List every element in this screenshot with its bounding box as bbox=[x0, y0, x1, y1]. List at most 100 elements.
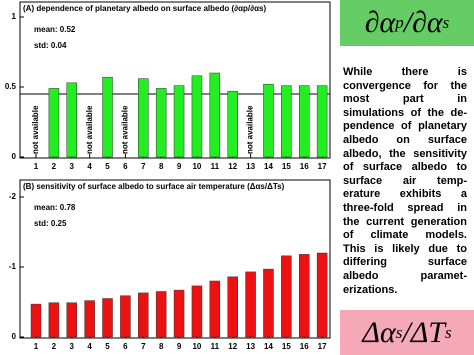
x-tick-label: 12 bbox=[228, 162, 237, 171]
annotation: mean: 0.52 bbox=[34, 25, 76, 34]
bar bbox=[209, 280, 221, 338]
bar bbox=[102, 76, 113, 158]
text-line: convergence for the bbox=[343, 79, 467, 92]
x-tick-label: 13 bbox=[246, 162, 255, 171]
x-tick-label: 4 bbox=[87, 162, 92, 171]
bar bbox=[84, 300, 95, 338]
x-tick-label: 2 bbox=[52, 162, 57, 171]
x-tick-label: 9 bbox=[177, 162, 182, 171]
bar bbox=[102, 298, 113, 338]
bar bbox=[155, 291, 167, 338]
x-tick-label: 3 bbox=[70, 342, 75, 351]
bar bbox=[155, 88, 167, 158]
formula-part: Δα bbox=[362, 315, 396, 349]
bar bbox=[48, 88, 60, 158]
x-tick-label: 16 bbox=[300, 342, 309, 351]
x-tick-label: 16 bbox=[300, 162, 309, 171]
x-tick-label: 15 bbox=[282, 162, 291, 171]
text-line: three-fold spread in bbox=[343, 201, 467, 214]
text-line: differing surface bbox=[343, 256, 467, 269]
text-line: pendence of planetary bbox=[343, 120, 467, 133]
x-tick-label: 6 bbox=[123, 162, 128, 171]
bar bbox=[263, 268, 274, 338]
x-tick-label: 11 bbox=[211, 162, 220, 171]
y-tick-label: -2 bbox=[9, 192, 17, 201]
chart-title: (B) sensitivity of surface albedo to sur… bbox=[23, 182, 285, 191]
side-text: While there is convergence for the most pa… bbox=[343, 66, 467, 297]
charts: (A) dependence of planetary albedo on su… bbox=[5, 1, 331, 351]
x-tick-label: 5 bbox=[105, 342, 110, 351]
text-line: surface air temp- bbox=[343, 174, 467, 187]
bar bbox=[316, 85, 328, 158]
x-tick-label: 14 bbox=[264, 162, 273, 171]
bar bbox=[281, 85, 292, 158]
x-tick-label: 1 bbox=[34, 342, 39, 351]
bar bbox=[66, 82, 78, 158]
x-tick-label: 12 bbox=[228, 342, 237, 351]
text-line: simulations of the de- bbox=[343, 106, 467, 119]
text-line: of climate models. bbox=[343, 229, 467, 242]
x-tick-label: 5 bbox=[105, 162, 110, 171]
bar bbox=[298, 254, 310, 338]
text-line: most part in bbox=[343, 93, 467, 106]
y-tick-label: -1 bbox=[9, 262, 17, 271]
x-tick-label: 3 bbox=[70, 162, 75, 171]
text-line: albedo paramet- bbox=[343, 269, 467, 282]
bar bbox=[191, 75, 203, 158]
text-line: This is likely due to bbox=[343, 242, 467, 255]
x-tick-label: 4 bbox=[87, 342, 92, 351]
x-tick-label: 17 bbox=[318, 342, 327, 351]
x-tick-label: 8 bbox=[159, 162, 164, 171]
bar bbox=[138, 78, 149, 158]
x-tick-label: 17 bbox=[318, 162, 327, 171]
x-tick-label: 11 bbox=[211, 342, 220, 351]
x-tick-label: 14 bbox=[264, 342, 273, 351]
bar bbox=[263, 83, 274, 158]
text-line: While there is bbox=[343, 66, 467, 78]
missing-label: not available bbox=[85, 105, 94, 154]
formula-bottom: Δα s/ΔT s bbox=[340, 310, 474, 355]
bar bbox=[173, 289, 185, 338]
y-tick-label: 0.5 bbox=[5, 82, 17, 91]
bar bbox=[120, 295, 131, 338]
formula-part: s bbox=[395, 322, 403, 342]
plot-frame bbox=[19, 1, 331, 159]
x-tick-label: 2 bbox=[52, 342, 57, 351]
chart-title: (A) dependence of planetary albedo on su… bbox=[23, 4, 266, 13]
bar bbox=[66, 302, 78, 338]
x-tick-label: 10 bbox=[192, 162, 201, 171]
x-tick-label: 1 bbox=[34, 162, 39, 171]
x-tick-label: 7 bbox=[141, 342, 146, 351]
text-line: albedo, the sensitivity bbox=[343, 147, 467, 160]
missing-label: not available bbox=[121, 105, 130, 154]
annotation: mean: 0.78 bbox=[34, 203, 76, 212]
formula-part: /ΔT bbox=[402, 315, 445, 349]
bar bbox=[209, 72, 221, 158]
formula-part: p bbox=[395, 13, 404, 32]
missing-label: not available bbox=[31, 105, 40, 154]
missing-label: not available bbox=[246, 105, 255, 154]
text-line: erizations. bbox=[343, 283, 398, 296]
y-tick-label: 1 bbox=[12, 12, 17, 21]
bar bbox=[48, 302, 60, 338]
text-line: erature exhibits a bbox=[343, 188, 467, 201]
bar bbox=[191, 285, 203, 338]
formula-top: ∂α p/∂α s bbox=[340, 0, 474, 46]
plot-frame bbox=[19, 179, 331, 339]
text-line: albedo on surface bbox=[343, 133, 467, 146]
x-tick-label: 15 bbox=[282, 342, 291, 351]
formula-part: s bbox=[445, 322, 452, 342]
bar bbox=[227, 90, 238, 158]
bar bbox=[30, 303, 42, 338]
text-line: of surface albedo to bbox=[343, 161, 467, 174]
bar bbox=[281, 255, 292, 338]
y-tick-label: 0 bbox=[12, 332, 17, 341]
bar bbox=[227, 276, 238, 338]
x-tick-label: 8 bbox=[159, 342, 164, 351]
text-line: the current generation bbox=[343, 215, 467, 228]
x-tick-label: 13 bbox=[246, 342, 255, 351]
bar bbox=[316, 252, 328, 338]
x-tick-label: 7 bbox=[141, 162, 146, 171]
formula-part: /∂α bbox=[403, 6, 443, 39]
